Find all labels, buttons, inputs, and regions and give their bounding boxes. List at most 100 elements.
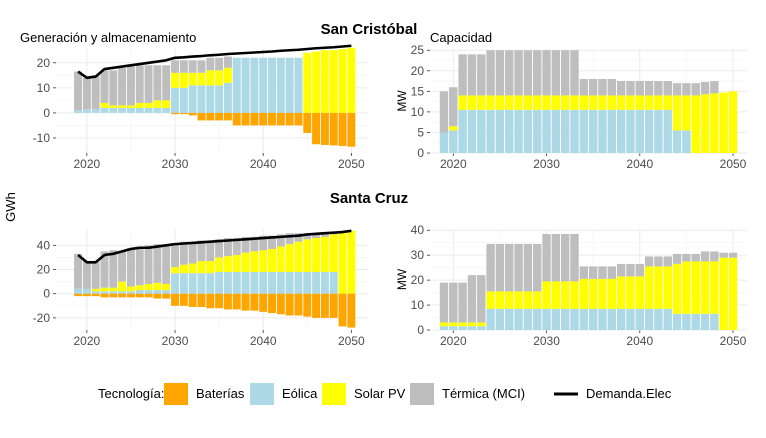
bar-segment-solar-pv: [179, 72, 188, 88]
y-tick-label: 5: [417, 125, 424, 139]
bar-segment-eolica: [241, 57, 250, 113]
bar-segment-termica-mci: [144, 245, 153, 285]
bar-segment-eolica: [710, 313, 719, 330]
bar-segment-baterias: [259, 112, 268, 126]
bar-segment-solar-pv: [495, 95, 505, 110]
bar-segment-termica-mci: [82, 261, 91, 289]
bar-segment-eolica: [626, 308, 635, 330]
bar-segment-termica-mci: [607, 79, 617, 96]
bar-segment-solar-pv: [458, 322, 467, 327]
bar-segment-termica-mci: [700, 81, 710, 95]
bar-segment-termica-mci: [144, 65, 153, 103]
bar-segment-termica-mci: [259, 235, 268, 251]
bar-segment-solar-pv: [312, 51, 321, 113]
bar-segment-solar-pv: [171, 267, 179, 274]
legend: Tecnología: Baterías Eólica Solar PV Tér…: [98, 383, 672, 405]
bar-segment-eolica: [588, 109, 598, 153]
bar-segment-baterias: [329, 112, 338, 146]
bar-segment-solar-pv: [171, 72, 179, 88]
y-tick-label: 20: [37, 263, 51, 277]
bar-segment-eolica: [449, 326, 458, 330]
bar-segment-baterias: [303, 112, 312, 133]
y-tick-label: 40: [411, 223, 425, 237]
bar-segment-solar-pv: [728, 91, 738, 153]
bar-segment-solar-pv: [495, 291, 505, 309]
bar-segment-termica-mci: [672, 253, 682, 264]
bar-segment-solar-pv: [635, 95, 644, 110]
bar-segment-eolica: [144, 107, 153, 113]
bar-segment-eolica: [570, 308, 579, 330]
bar-segment-baterias: [74, 293, 83, 297]
bar-segment-eolica: [100, 291, 109, 294]
bar-segment-solar-pv: [135, 102, 144, 108]
y-tick-label: 20: [411, 273, 425, 287]
bar-segment-termica-mci: [495, 50, 505, 96]
bar-segment-baterias: [241, 293, 250, 311]
bar-segment-termica-mci: [74, 253, 83, 289]
bar-segment-solar-pv: [347, 47, 356, 113]
bar-segment-eolica: [312, 271, 321, 294]
bar-segment-solar-pv: [588, 95, 598, 110]
chart-panel-san-cristobal-capacity: 2020 2030 2040 2050 0 5 10 15 20 25 MW: [395, 43, 747, 171]
x-tick-label: 2020: [74, 334, 101, 348]
bar-segment-eolica: [523, 308, 533, 330]
bar-segment-termica-mci: [635, 81, 644, 96]
bar-segment-termica-mci: [691, 83, 700, 96]
bar-segment-baterias: [250, 112, 259, 126]
bar-segment-termica-mci: [551, 233, 561, 282]
y-tick-label: 25: [411, 43, 425, 57]
bar-segment-eolica: [570, 109, 579, 153]
bar-segment-eolica: [109, 107, 118, 113]
bar-segment-eolica: [588, 308, 598, 330]
y-tick-label: 20: [411, 64, 425, 78]
bar-segment-baterias: [268, 112, 276, 126]
bar-segment-eolica: [153, 107, 162, 113]
bar-segment-solar-pv: [523, 95, 533, 110]
bar-segment-baterias: [276, 112, 285, 126]
bar-segment-eolica: [467, 109, 477, 153]
bar-segment-baterias: [206, 293, 215, 309]
bar-segment-solar-pv: [338, 49, 347, 113]
bar-segment-eolica: [82, 288, 91, 294]
bar-segment-eolica: [495, 308, 505, 330]
bar-segment-termica-mci: [135, 246, 144, 286]
bar-segment-solar-pv: [467, 95, 477, 110]
bar-segment-solar-pv: [338, 232, 347, 294]
bar-segment-baterias: [223, 293, 232, 310]
bar-segment-solar-pv: [570, 281, 579, 309]
bar-segment-eolica: [162, 107, 171, 113]
y-tick-label: 30: [411, 248, 425, 262]
bar-segment-eolica: [486, 308, 495, 330]
bar-segment-solar-pv: [439, 322, 449, 327]
bar-segment-baterias: [91, 293, 100, 297]
bar-segment-eolica: [579, 109, 589, 153]
bar-segment-solar-pv: [347, 230, 356, 294]
bar-segment-baterias: [179, 293, 188, 306]
bar-segment-termica-mci: [285, 233, 294, 245]
bar-segment-termica-mci: [682, 83, 691, 96]
bar-segment-termica-mci: [560, 233, 570, 282]
bar-segment-baterias: [232, 293, 241, 310]
bar-segment-eolica: [691, 313, 700, 330]
bar-segment-eolica: [329, 271, 338, 294]
bar-segment-eolica: [91, 109, 100, 113]
bar-segment-eolica: [439, 132, 449, 153]
bar-segment-termica-mci: [635, 263, 644, 277]
bar-segment-termica-mci: [533, 243, 542, 292]
bar-segment-baterias: [171, 112, 179, 115]
bar-segment-solar-pv: [607, 278, 617, 309]
row-title-san-cristobal: San Cristóbal: [321, 21, 418, 38]
bar-segment-termica-mci: [171, 242, 179, 268]
bar-segment-eolica: [663, 109, 672, 153]
legend-title: Tecnología:: [98, 386, 165, 401]
legend-label-solar: Solar PV: [354, 386, 406, 401]
bar-segment-eolica: [250, 271, 259, 294]
bar-segment-termica-mci: [486, 243, 495, 292]
bar-segment-solar-pv: [691, 261, 700, 314]
x-tick-label: 2040: [626, 157, 653, 171]
bar-segment-baterias: [312, 293, 321, 318]
bar-segment-baterias: [268, 293, 276, 314]
bar-segment-termica-mci: [728, 252, 738, 258]
bar-segment-solar-pv: [533, 291, 542, 309]
bar-segment-eolica: [654, 308, 663, 330]
